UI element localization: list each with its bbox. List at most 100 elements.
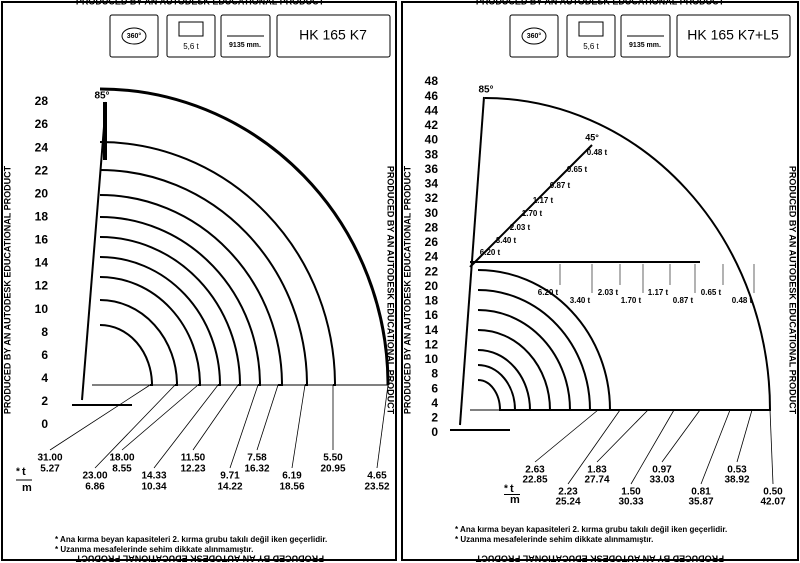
load-m: 16.32 (244, 464, 269, 475)
working-arc (477, 379, 598, 411)
y-tick-label: 0 (41, 417, 48, 431)
badge-text: 5,6 t (183, 42, 199, 51)
y-tick-label: 16 (35, 233, 49, 247)
y-tick-label: 40 (425, 133, 439, 147)
y-tick-label: 44 (425, 103, 439, 117)
load-m: 22.85 (522, 475, 547, 486)
leader-line (769, 409, 774, 485)
y-tick-label: 34 (425, 177, 439, 191)
model-box (276, 14, 391, 58)
y-tick-label: 8 (431, 367, 438, 381)
leader-line (567, 409, 621, 485)
y-tick-label: 12 (425, 337, 439, 351)
working-arc (477, 269, 752, 411)
load-t: 31.00 (37, 453, 62, 464)
y-tick-label: 22 (425, 264, 439, 278)
working-arc (477, 289, 730, 411)
y-tick-label: 14 (425, 323, 439, 337)
working-arc (99, 169, 309, 386)
watermark: PRODUCED BY AN AUTODESK EDUCATIONAL PROD… (2, 165, 12, 414)
jib-load: 3.40 t (496, 236, 517, 245)
y-tick-label: 20 (425, 279, 439, 293)
y-tick-label: 24 (425, 250, 439, 264)
watermark: PRODUCED BY AN AUTODESK EDUCATIONAL PROD… (76, 0, 325, 6)
jib-load: 0.87 t (673, 296, 694, 305)
badge (109, 14, 159, 58)
jib-load: 6.20 t (480, 248, 501, 257)
load-t: 2.63 (525, 465, 545, 476)
load-t: 2.23 (558, 487, 578, 498)
y-tick-label: 42 (425, 118, 439, 132)
jib-load: 0.65 t (567, 165, 588, 174)
load-m: 8.55 (112, 464, 132, 475)
y-tick-label: 2 (41, 394, 48, 408)
note: * Ana kırma beyan kapasiteleri 2. kırma … (455, 525, 727, 534)
load-t: 1.50 (621, 487, 641, 498)
watermark: PRODUCED BY AN AUTODESK EDUCATIONAL PROD… (75, 554, 324, 563)
load-t: 9.71 (220, 471, 240, 482)
leader-line (630, 409, 675, 485)
y-tick-label: 16 (425, 308, 439, 322)
jib-load: 3.40 t (570, 296, 591, 305)
leader-line (736, 409, 753, 463)
load-t: 5.50 (323, 453, 343, 464)
working-arc (477, 349, 648, 411)
y-tick-label: 48 (425, 74, 439, 88)
boom (81, 101, 107, 401)
load-m: 18.56 (279, 482, 304, 493)
load-m: 12.23 (180, 464, 205, 475)
load-t: 0.53 (727, 465, 747, 476)
jib-load: 2.03 t (598, 288, 619, 297)
load-m: 20.95 (320, 464, 345, 475)
leader-line (376, 384, 389, 469)
working-arc (477, 309, 700, 411)
leader-line (192, 384, 239, 451)
badge-text: 9135 mm. (629, 42, 661, 49)
y-tick-label: 4 (41, 371, 48, 385)
boom-angle: 85° (478, 85, 493, 96)
jib-load: 0.65 t (701, 288, 722, 297)
load-m: 35.87 (688, 497, 713, 508)
y-tick-label: 4 (431, 396, 438, 410)
load-m: 25.24 (555, 497, 580, 508)
leader-line (661, 409, 701, 463)
rotation-icon (521, 27, 547, 45)
weight-icon (178, 21, 204, 37)
badge-text: 5,6 t (583, 42, 599, 51)
watermark: PRODUCED BY AN AUTODESK EDUCATIONAL PROD… (402, 165, 412, 414)
y-tick-label: 26 (35, 117, 49, 131)
panel-frame (401, 1, 799, 561)
unit-m: m (510, 494, 520, 506)
y-tick-label: 2 (431, 411, 438, 425)
load-t: 0.97 (652, 465, 672, 476)
y-tick-label: 0 (431, 425, 438, 439)
jib-luffing (469, 144, 593, 268)
load-m: 14.22 (217, 482, 242, 493)
model-name: HK 165 K7+L5 (687, 27, 779, 43)
load-m: 6.86 (85, 482, 105, 493)
working-arc (99, 194, 284, 386)
leader-line (229, 384, 259, 469)
note: * Uzanma mesafelerinde sehim dikkate alı… (55, 545, 253, 554)
leader-line (153, 384, 219, 469)
y-tick-label: 8 (41, 325, 48, 339)
y-tick-label: 22 (35, 163, 49, 177)
leader-line (49, 384, 151, 451)
y-tick-label: 10 (35, 302, 49, 316)
load-m: 5.27 (40, 464, 60, 475)
badge (509, 14, 559, 58)
load-m: 42.07 (760, 497, 785, 508)
working-arc (99, 216, 262, 386)
load-t: 18.00 (109, 453, 134, 464)
load-t: 7.58 (247, 453, 267, 464)
boom-angle: 85° (94, 91, 109, 102)
watermark: PRODUCED BY AN AUTODESK EDUCATIONAL PROD… (788, 166, 798, 415)
panel-frame (1, 1, 397, 561)
y-tick-label: 46 (425, 89, 439, 103)
jib-angle: 45° (585, 132, 599, 142)
working-arc (99, 299, 179, 386)
weight-icon (578, 21, 604, 37)
y-tick-label: 28 (425, 220, 439, 234)
leader-line (256, 384, 279, 451)
load-t: 23.00 (82, 471, 107, 482)
